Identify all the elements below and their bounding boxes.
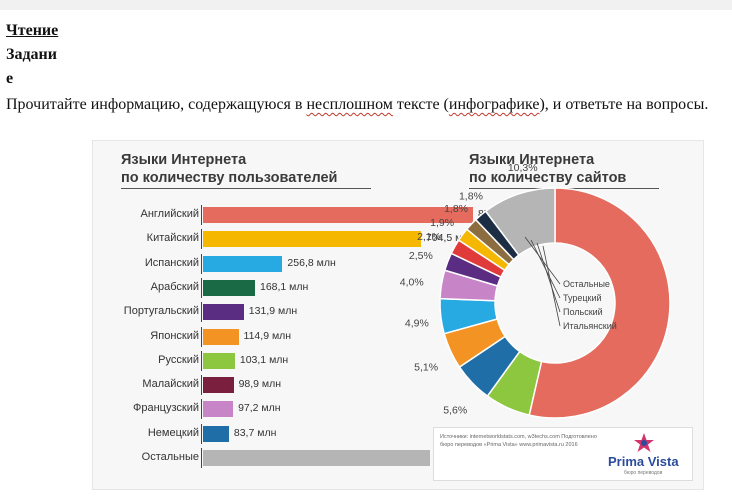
instruction-part1: Прочитайте информацию, содержащуюся в bbox=[6, 96, 307, 113]
bar-value-label: 114,9 млн bbox=[243, 329, 292, 342]
donut-value-label: 1,9% bbox=[430, 217, 454, 229]
bar bbox=[203, 304, 244, 321]
donut-value-label: 4,0% bbox=[400, 276, 424, 288]
task-heading-line2: е bbox=[6, 70, 14, 87]
bar-category-label: Немецкий bbox=[147, 426, 199, 439]
donut-legend-label: Остальные bbox=[563, 279, 610, 289]
bar-axis-segment bbox=[201, 205, 202, 225]
bar-row: Португальский 131,9 млн bbox=[93, 302, 703, 323]
bar-axis-segment bbox=[201, 326, 202, 347]
page-title: Чтение bbox=[6, 22, 59, 39]
prima-vista-logo-icon bbox=[634, 433, 654, 452]
donut-legend-label: Итальянский bbox=[563, 321, 617, 331]
bar-category-label: Японский bbox=[150, 329, 199, 342]
bar-category-label: Русский bbox=[158, 353, 199, 366]
donut-value-label: 5,1% bbox=[414, 361, 438, 373]
bar-value-label: 256,8 млн bbox=[287, 256, 336, 269]
donut-legend-label: Турецкий bbox=[563, 293, 602, 303]
bar-axis-segment bbox=[201, 399, 202, 420]
bar-axis-segment bbox=[201, 229, 202, 250]
donut-value-label: 1,8% bbox=[444, 203, 468, 215]
infographic: Языки Интернета по количеству пользовате… bbox=[92, 140, 704, 490]
bar-chart-heading: Языки Интернета по количеству пользовате… bbox=[121, 151, 371, 189]
bar-category-label: Испанский bbox=[144, 256, 199, 269]
bar-row: Русский 103,1 млн bbox=[93, 350, 703, 371]
bar-row: Французский 97,2 млн bbox=[93, 399, 703, 420]
bar-value-label: 168,1 млн bbox=[259, 280, 309, 293]
bar bbox=[203, 207, 473, 223]
bar-row: Немецкий 83,7 млн bbox=[93, 423, 703, 444]
bar-row: Японский 114,9 млн bbox=[93, 326, 703, 347]
donut-slice bbox=[484, 187, 556, 257]
bar-axis-segment bbox=[201, 277, 202, 298]
bar-row: Малайский 98,9 млн bbox=[93, 375, 703, 396]
bar-axis-segment bbox=[201, 253, 202, 274]
source-text: Источники: internetworldstats.com, w3tec… bbox=[440, 434, 597, 448]
donut-chart-heading: Языки Интернета по количеству сайтов bbox=[469, 151, 659, 189]
bar bbox=[203, 255, 283, 272]
bar-category-label: Португальский bbox=[123, 305, 199, 318]
bar-value-label: 131,9 млн bbox=[248, 305, 298, 318]
bar-axis-segment bbox=[201, 302, 202, 323]
bar-chart-heading-underline bbox=[121, 188, 371, 189]
legend-leader-line bbox=[536, 242, 561, 313]
donut-chart: 53,6%6,4%5,6%5,1%4,9%4,0%2,5%2,1%1,9%1,8… bbox=[400, 162, 671, 447]
bar bbox=[203, 352, 235, 369]
source-box: Источники: internetworldstats.com, w3tec… bbox=[433, 427, 693, 481]
bar bbox=[203, 328, 239, 345]
instruction-part2: тексте ( bbox=[392, 96, 449, 113]
bar-axis-segment bbox=[201, 375, 202, 396]
bar bbox=[203, 425, 229, 442]
donut-slice bbox=[528, 187, 671, 419]
bar-row: Арабский 168,1 млн bbox=[93, 277, 703, 298]
donut-chart-heading-line1: Языки Интернета bbox=[469, 152, 595, 168]
brand-subtitle: бюро переводов bbox=[624, 470, 663, 476]
donut-value-label: 10,3% bbox=[508, 162, 538, 174]
donut-chart-heading-line2: по количеству сайтов bbox=[469, 170, 627, 186]
brand-name: Prima Vista bbox=[608, 454, 679, 469]
bar-category-label: Французский bbox=[133, 402, 199, 415]
donut-legend-label: Польский bbox=[563, 307, 603, 317]
bar-axis-segment bbox=[201, 423, 202, 444]
instruction-word-nonsolid: несплошном bbox=[306, 96, 393, 113]
bar-value-label: 97,2 млн bbox=[238, 402, 281, 415]
bar bbox=[203, 401, 234, 418]
instruction-part3: ), и ответьте на вопросы. bbox=[539, 96, 709, 113]
bar-value-label: 83,7 млн bbox=[233, 426, 277, 439]
bar bbox=[203, 377, 234, 394]
donut-value-label: 5,6% bbox=[443, 404, 467, 416]
top-bar bbox=[0, 0, 732, 10]
bar-category-label: Английский bbox=[140, 208, 200, 220]
donut-value-label: 1,8% bbox=[459, 191, 483, 203]
legend-leader-line bbox=[542, 245, 561, 327]
bar-category-label: Китайский bbox=[146, 232, 199, 245]
bar-value-label: 98,9 млн bbox=[238, 378, 282, 391]
bar bbox=[203, 450, 431, 466]
donut-value-label: 2,1% bbox=[417, 231, 441, 243]
donut-value-label: 4,9% bbox=[405, 317, 429, 329]
bar bbox=[203, 279, 255, 296]
bar-value-label: 103,1 млн bbox=[239, 353, 289, 366]
bar-axis-segment bbox=[201, 448, 202, 468]
bar-axis-segment bbox=[201, 350, 202, 371]
bar bbox=[203, 231, 421, 248]
donut-value-label: 2,5% bbox=[409, 250, 433, 262]
bar-chart-heading-line2: по количеству пользователей bbox=[121, 170, 338, 186]
bar-category-label: Арабский bbox=[150, 280, 199, 293]
bar-category-label: Остальные bbox=[141, 451, 199, 463]
bar-chart-heading-line1: Языки Интернета bbox=[121, 152, 247, 168]
bar-row: Испанский 256,8 млн bbox=[93, 253, 703, 274]
instruction-text: Прочитайте информацию, содержащуюся в не… bbox=[6, 94, 730, 116]
task-heading-line1: Задани bbox=[6, 46, 57, 63]
bar-category-label: Малайский bbox=[142, 378, 199, 391]
instruction-word-infographic: инфографике bbox=[448, 96, 540, 113]
